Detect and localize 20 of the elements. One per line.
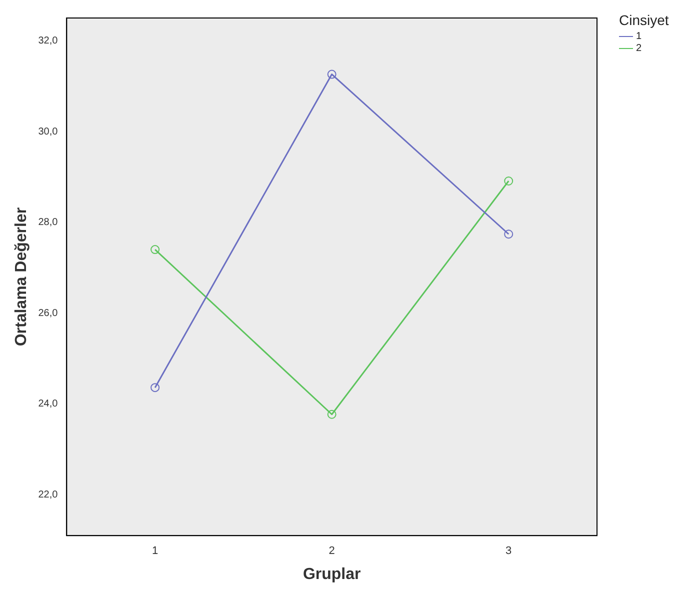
x-axis-title: Gruplar [302, 566, 361, 583]
legend-title: Cinsiyet [619, 12, 670, 28]
y-tick-label: 28,0 [38, 217, 58, 228]
legend-label: 2 [636, 42, 642, 54]
point [504, 230, 514, 239]
point [327, 70, 336, 79]
y-tick-label: 32,0 [38, 35, 58, 46]
legend-label: 1 [636, 30, 642, 42]
y-axis-title: Ortalama Değerler [13, 207, 30, 346]
point [327, 410, 336, 419]
y-tick-label: 26,0 [38, 308, 58, 319]
x-tick-label: 2 [328, 545, 335, 558]
y-tick-label: 30,0 [38, 126, 58, 138]
x-tick-label: 1 [152, 545, 158, 558]
x-tick-label: 3 [506, 545, 512, 558]
point [504, 176, 514, 186]
point [150, 383, 160, 392]
y-tick-label: 22,0 [38, 489, 58, 500]
point [150, 245, 160, 254]
y-tick-label: 24,0 [38, 398, 58, 410]
